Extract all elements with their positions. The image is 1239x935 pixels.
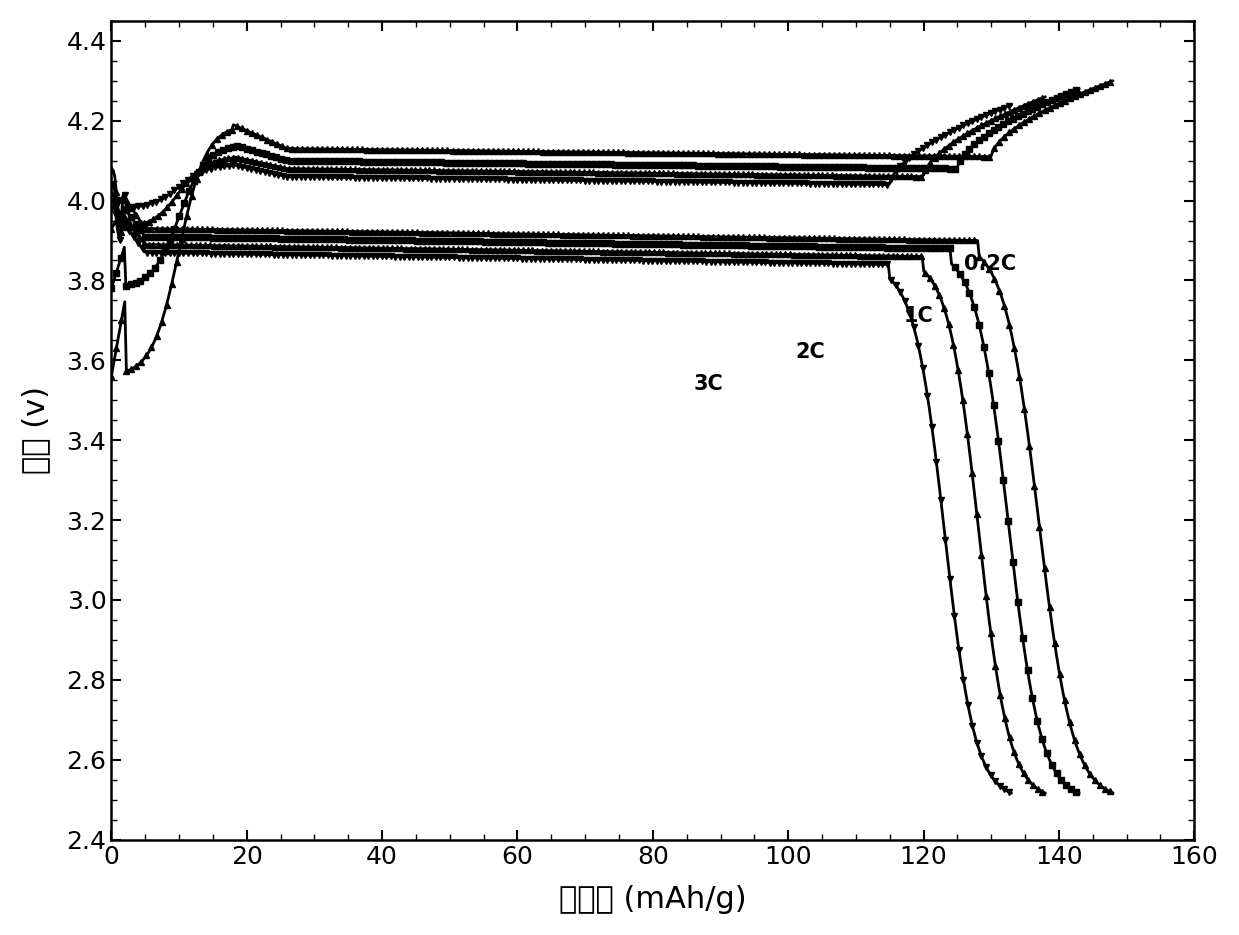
Text: 1C: 1C [903, 307, 933, 326]
X-axis label: 比容量 (mAh/g): 比容量 (mAh/g) [559, 885, 747, 914]
Text: 3C: 3C [694, 374, 724, 395]
Text: 0.2C: 0.2C [964, 254, 1016, 275]
Y-axis label: 电压 (v): 电压 (v) [21, 386, 50, 474]
Text: 2C: 2C [795, 342, 825, 363]
